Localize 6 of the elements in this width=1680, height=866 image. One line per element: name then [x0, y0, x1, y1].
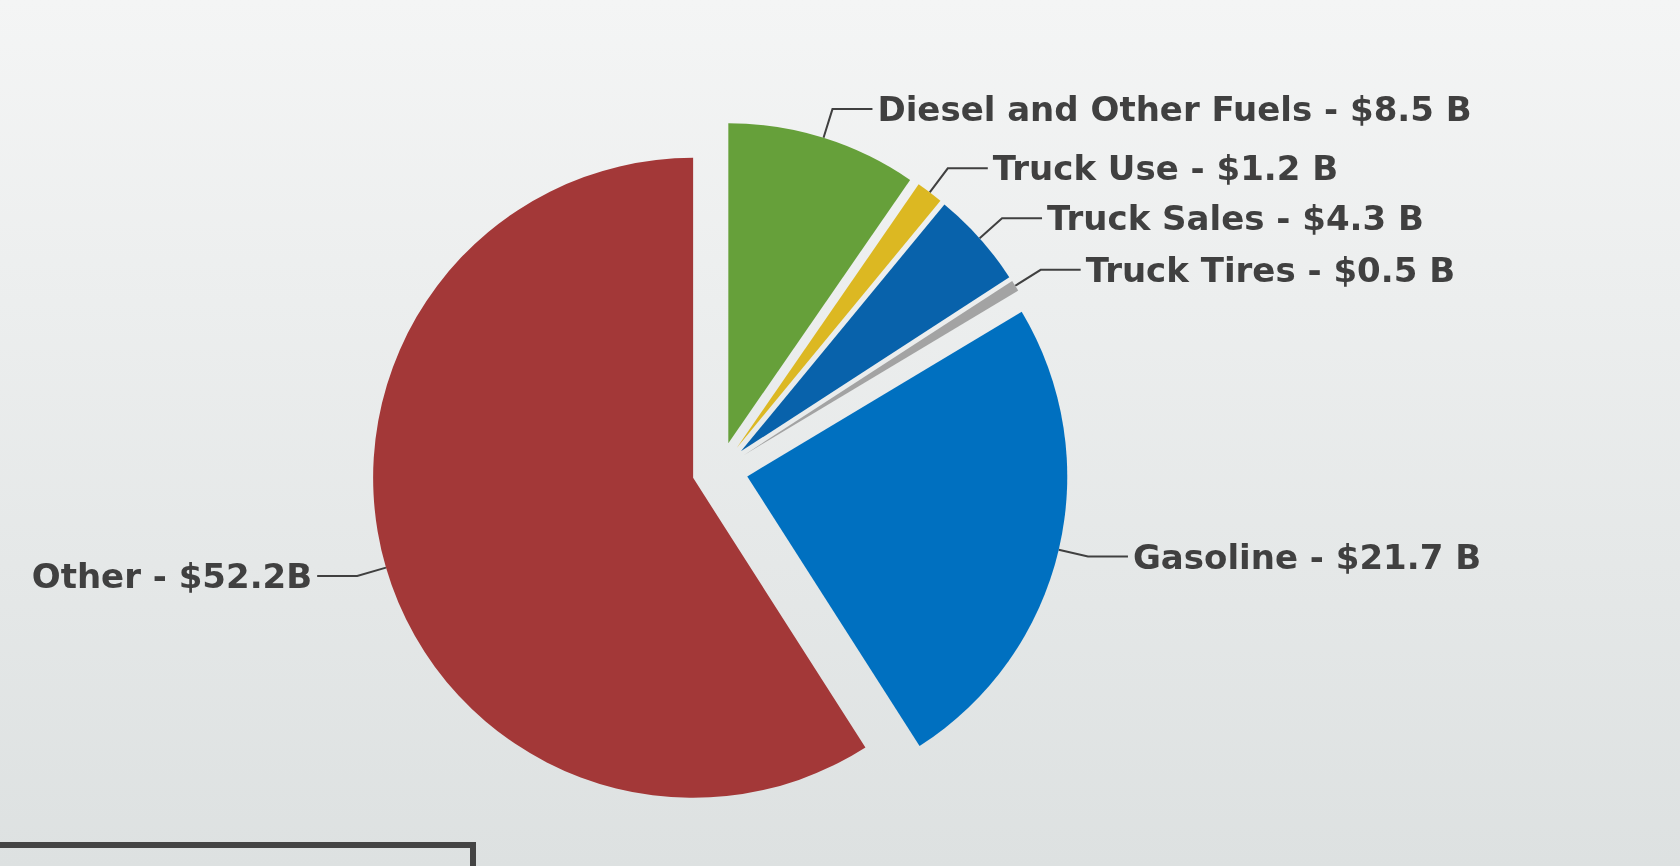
slice-label: Gasoline - $21.7 B	[1132, 536, 1482, 577]
slice-label: Other - $52.2B	[31, 556, 313, 597]
slice-label: Truck Sales - $4.3 B	[1047, 198, 1424, 239]
slice-label: Diesel and Other Fuels - $8.5 B	[877, 89, 1472, 130]
slice-label: Truck Tires - $0.5 B	[1085, 249, 1456, 290]
slice-label: Truck Use - $1.2 B	[992, 148, 1339, 189]
